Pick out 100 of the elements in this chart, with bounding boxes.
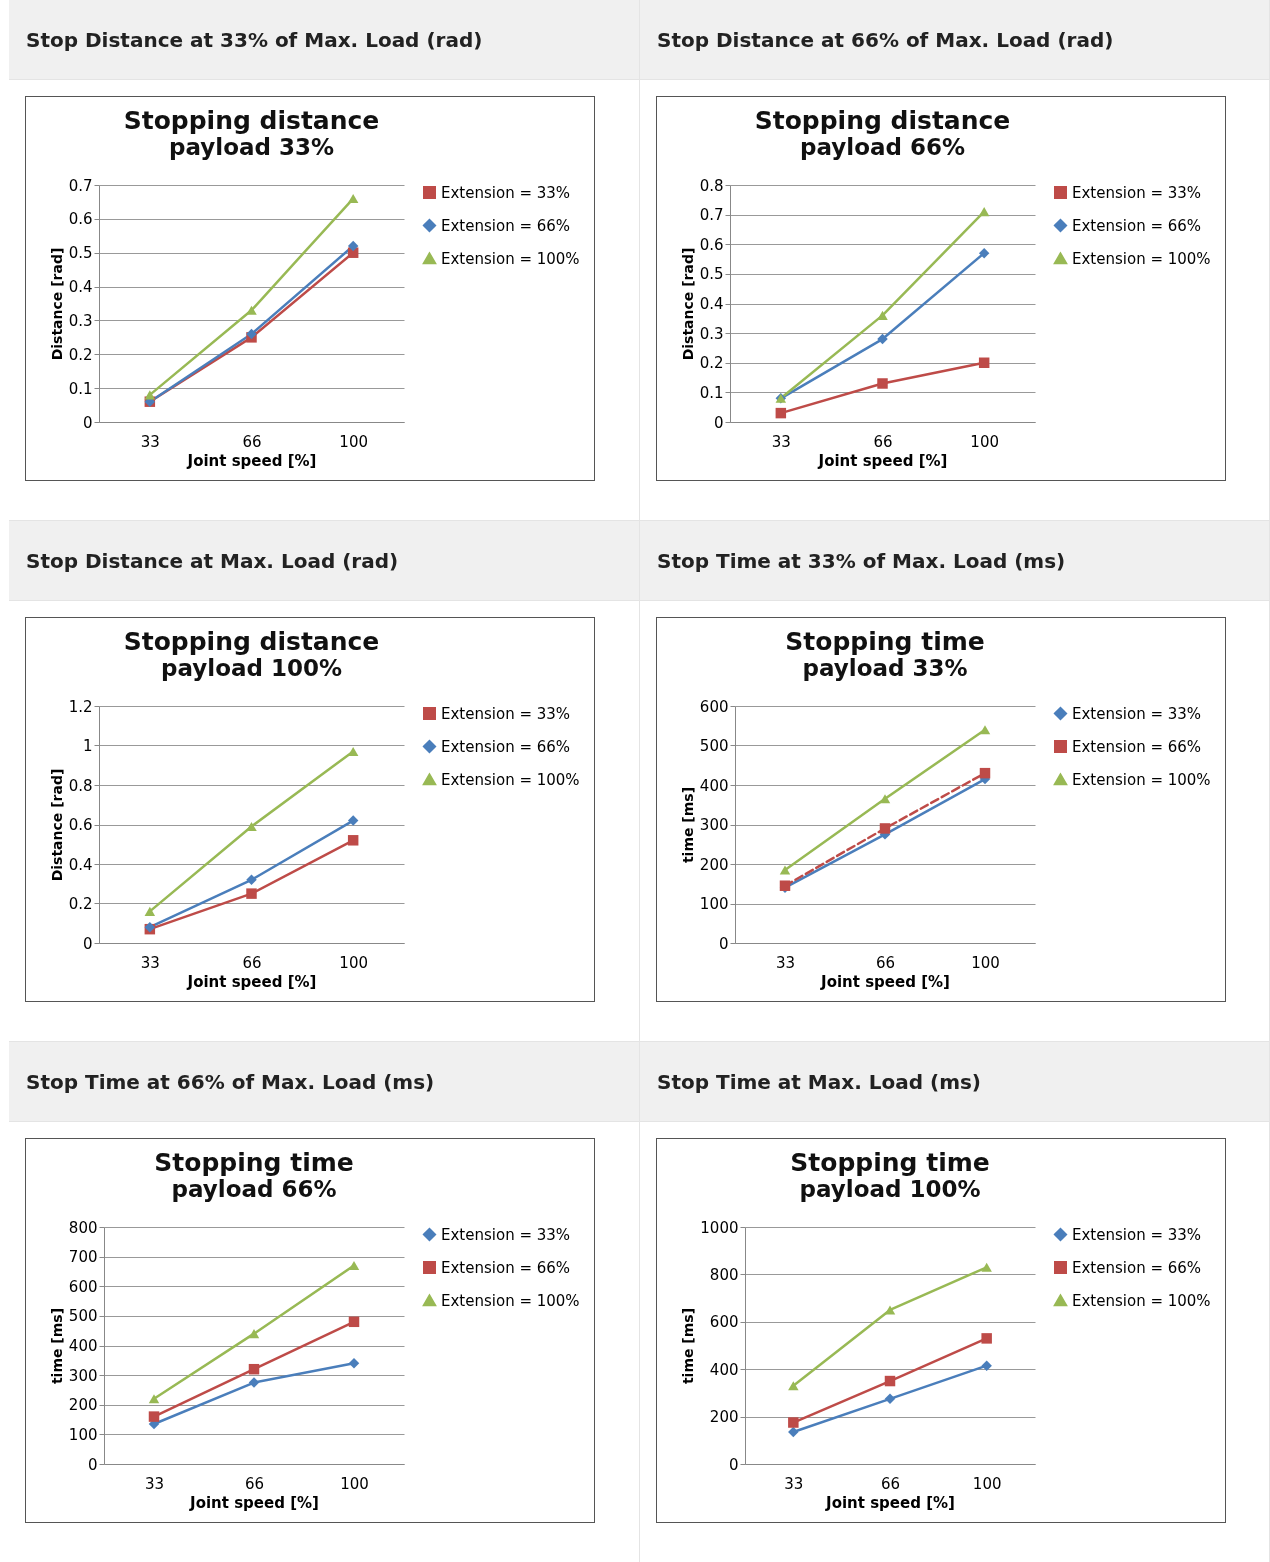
chart-subtitle: payload 66% <box>800 134 965 160</box>
y-axis-title: time [ms] <box>48 1307 65 1385</box>
x-tick-label: 66 <box>873 432 893 451</box>
legend-label: Extension = 33% <box>1072 183 1202 202</box>
y-tick-label: 0.6 <box>68 816 93 834</box>
point <box>148 1411 160 1422</box>
point <box>981 1262 992 1272</box>
legend-label: Extension = 33% <box>1072 704 1202 723</box>
point <box>246 328 257 340</box>
point <box>979 725 991 735</box>
chart-title: Stopping distance <box>123 106 380 135</box>
x-axis-title: Joint speed [%] <box>186 451 317 470</box>
y-tick-label: 0.4 <box>699 295 724 313</box>
x-tick-label: 66 <box>242 953 262 972</box>
point <box>246 821 257 832</box>
x-tick-label: 66 <box>244 1474 265 1493</box>
legend-label: Extension = 100% <box>1072 249 1211 268</box>
y-tick-label: 0.2 <box>68 895 93 913</box>
text: Stop Time at 33% of Max. Load (ms) <box>640 521 1269 601</box>
y-tick-label: 1.2 <box>68 697 93 716</box>
y-tick-label: 700 <box>68 1248 98 1267</box>
x-axis-title: Joint speed [%] <box>825 1493 955 1512</box>
chart-title: Stopping time <box>154 1148 354 1177</box>
point <box>246 874 257 886</box>
chart-subtitle: payload 100% <box>160 655 343 681</box>
text: Stop Distance at Max. Load (rad) <box>9 521 639 601</box>
chart-subtitle: payload 100% <box>799 1176 981 1202</box>
point <box>144 390 156 400</box>
point <box>978 207 990 217</box>
y-tick-label: 500 <box>699 737 729 755</box>
chart-title: Stopping distance <box>754 106 1011 135</box>
point <box>347 240 359 252</box>
x-tick-label: 33 <box>140 953 160 972</box>
y-tick-label: 0 <box>718 934 729 953</box>
point <box>348 1316 360 1328</box>
point <box>347 194 359 204</box>
point <box>348 1260 360 1271</box>
y-tick-label: 100 <box>68 1425 98 1444</box>
chart-subtitle: payload 33% <box>802 655 968 681</box>
x-axis-title: Joint speed [%] <box>820 972 950 991</box>
x-tick-label: 33 <box>784 1474 804 1493</box>
x-axis-title: Joint speed [%] <box>186 972 317 991</box>
x-tick-label: 100 <box>970 432 999 451</box>
x-axis-title: Joint speed [%] <box>189 1493 319 1512</box>
y-tick-label: 0.2 <box>699 354 724 373</box>
y-tick-label: 600 <box>68 1277 98 1296</box>
point <box>981 1333 992 1344</box>
x-tick-label: 66 <box>880 1474 901 1493</box>
point <box>788 1417 799 1428</box>
legend-label: Extension = 33% <box>441 1225 571 1244</box>
text: Stop Time at 66% of Max. Load (ms) <box>9 1042 639 1122</box>
y-tick-label: 0.4 <box>68 855 93 874</box>
y-tick-label: 0.6 <box>68 210 93 229</box>
legend-label: Extension = 66% <box>441 1258 571 1277</box>
x-tick-label: 100 <box>340 1474 369 1493</box>
chart-subtitle: payload 33% <box>169 134 334 160</box>
point <box>779 865 791 875</box>
point <box>879 823 891 834</box>
legend-label: Extension = 66% <box>1072 1258 1202 1277</box>
point <box>788 1381 799 1391</box>
point <box>248 1363 260 1375</box>
point <box>879 794 891 804</box>
legend-label: Extension = 100% <box>441 249 580 268</box>
x-tick-label: 100 <box>971 953 1000 972</box>
legend-label: Extension = 100% <box>1072 770 1211 789</box>
y-tick-label: 0 <box>713 413 724 432</box>
y-axis-title: time [ms] <box>679 786 696 864</box>
y-tick-label: 400 <box>699 776 729 795</box>
legend-label: Extension = 66% <box>1072 737 1202 756</box>
x-tick-label: 100 <box>339 953 368 972</box>
legend-label: Extension = 33% <box>441 183 571 202</box>
y-tick-label: 500 <box>68 1307 98 1326</box>
y-tick-label: 300 <box>68 1366 98 1385</box>
point <box>144 906 156 916</box>
text: Stop Time at Max. Load (ms) <box>640 1042 1269 1122</box>
y-tick-label: 600 <box>699 697 729 716</box>
y-tick-label: 400 <box>68 1337 98 1355</box>
point <box>347 815 359 826</box>
text: Stop Distance at 33% of Max. Load (rad) <box>9 0 639 80</box>
x-tick-label: 100 <box>339 432 368 451</box>
text: Stop Distance at 66% of Max. Load (rad) <box>640 0 1269 80</box>
y-tick-label: 0 <box>728 1455 739 1474</box>
y-tick-label: 800 <box>709 1265 739 1284</box>
chart-title: Stopping time <box>790 1148 990 1177</box>
y-tick-label: 0.5 <box>699 265 724 284</box>
x-tick-label: 66 <box>875 953 896 972</box>
y-tick-label: 100 <box>699 895 729 913</box>
point <box>248 1329 260 1339</box>
point <box>877 310 888 320</box>
legend-label: Extension = 100% <box>1072 1291 1211 1310</box>
y-tick-label: 0.8 <box>699 176 724 195</box>
y-tick-label: 0.2 <box>68 345 93 364</box>
y-tick-label: 200 <box>709 1408 739 1427</box>
chart-title: Stopping distance <box>123 627 380 656</box>
y-tick-label: 0 <box>82 413 93 432</box>
point <box>877 333 888 345</box>
legend-label: Extension = 33% <box>441 704 571 723</box>
x-tick-label: 66 <box>242 432 262 451</box>
y-tick-label: 0 <box>82 934 93 953</box>
point <box>884 1375 896 1387</box>
